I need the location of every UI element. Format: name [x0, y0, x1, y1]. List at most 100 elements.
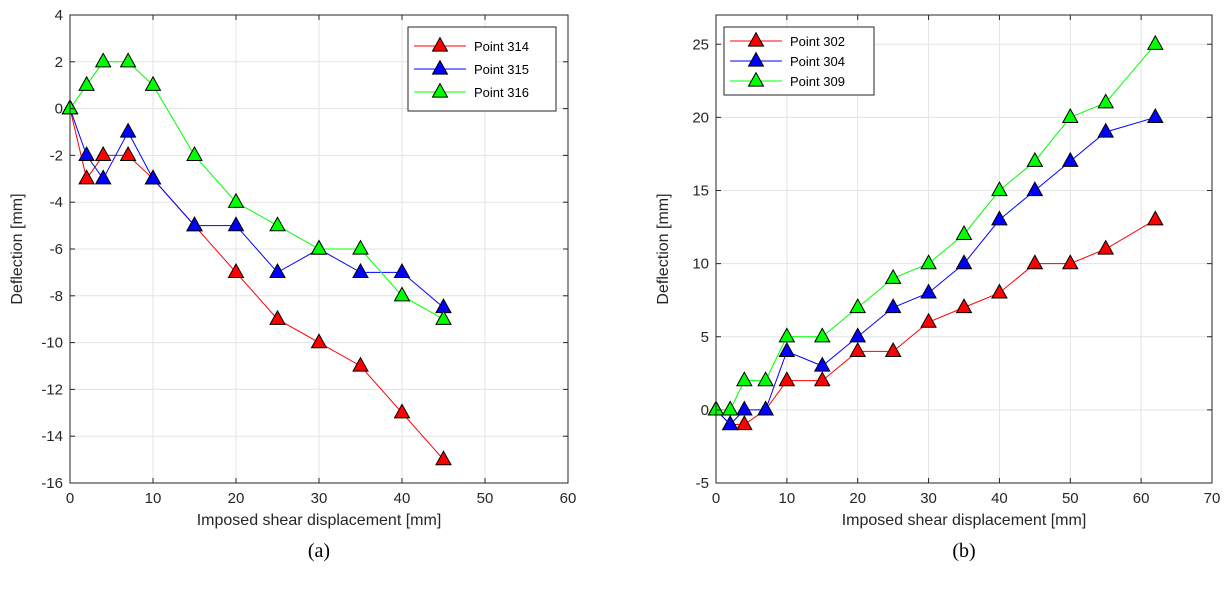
data-point-0-12	[1061, 254, 1079, 270]
data-point-1-14	[1146, 107, 1164, 124]
data-point-2-7	[884, 268, 902, 284]
figure-caption: (a)	[308, 540, 330, 562]
axes-box	[715, 14, 1213, 484]
data-point-2-5	[186, 146, 203, 162]
data-point-1-6	[849, 327, 867, 343]
data-point-2-8	[310, 239, 328, 255]
data-point-0-1	[78, 169, 95, 185]
legend-marker-1	[431, 59, 449, 75]
data-point-0-3	[119, 146, 137, 162]
data-point-2-3	[757, 371, 774, 387]
x-tick-label: 40	[991, 490, 1008, 507]
y-tick-label: -5	[696, 475, 709, 492]
data-point-0-9	[352, 356, 369, 372]
x-tick-label: 0	[712, 490, 720, 507]
data-point-2-7	[269, 216, 286, 232]
y-tick-label: -10	[41, 335, 63, 352]
y-tick-label: 2	[55, 54, 63, 71]
data-point-1-13	[1097, 122, 1115, 138]
data-point-2-3	[119, 52, 137, 68]
data-point-0-8	[920, 312, 937, 328]
data-point-0-2	[735, 415, 753, 431]
legend-marker-1	[747, 51, 765, 67]
y-tick-label: -14	[41, 428, 63, 445]
y-tick-label: 0	[55, 101, 63, 118]
y-tick-label: -2	[50, 147, 63, 164]
legend-label-1: Point 304	[790, 54, 845, 69]
data-point-1-1	[721, 415, 739, 431]
data-point-1-9	[955, 254, 973, 270]
y-tick-label: -4	[50, 194, 63, 211]
legend-marker-2	[747, 71, 765, 87]
y-axis-label: Deflection [mm]	[9, 193, 26, 304]
data-point-1-7	[269, 263, 286, 279]
y-tick-label: 5	[701, 329, 709, 346]
x-tick-label: 20	[228, 490, 245, 507]
x-tick-label: 40	[394, 490, 411, 507]
x-tick-label: 10	[145, 490, 162, 507]
x-axis-label: Imposed shear displacement [mm]	[197, 512, 442, 529]
data-point-1-5	[813, 356, 831, 372]
data-point-1-9	[352, 263, 369, 279]
x-tick-label: 50	[477, 490, 494, 507]
y-axis-label: Deflection [mm]	[655, 193, 672, 304]
data-point-2-9	[955, 224, 973, 241]
data-point-2-12	[1061, 107, 1079, 124]
data-point-0-5	[813, 371, 831, 387]
data-point-1-12	[1061, 151, 1079, 167]
legend-label-0: Point 314	[474, 39, 529, 54]
data-point-1-7	[884, 298, 902, 314]
data-point-0-6	[849, 341, 867, 358]
y-tick-label: -16	[41, 475, 63, 492]
x-tick-label: 20	[849, 490, 866, 507]
data-point-2-10	[991, 181, 1008, 197]
y-tick-label: 20	[692, 109, 709, 126]
data-point-0-10	[393, 403, 411, 419]
y-tick-label: 0	[701, 402, 709, 419]
data-point-0-11	[435, 450, 452, 466]
data-point-2-11	[435, 309, 452, 325]
x-tick-label: 60	[560, 490, 577, 507]
data-point-0-11	[1026, 254, 1044, 270]
data-point-1-11	[1026, 181, 1044, 197]
data-point-2-9	[352, 239, 369, 255]
data-point-2-1	[78, 75, 95, 91]
data-point-1-4	[144, 169, 162, 185]
data-point-2-2	[735, 371, 753, 387]
data-point-2-10	[393, 286, 411, 302]
legend-label-2: Point 309	[790, 74, 845, 89]
y-tick-label: 4	[55, 7, 63, 24]
data-point-1-3	[757, 400, 774, 416]
data-point-2-8	[920, 254, 937, 270]
x-tick-label: 50	[1062, 490, 1079, 507]
data-point-0-8	[310, 333, 328, 349]
data-point-2-14	[1146, 34, 1164, 50]
y-tick-label: -12	[41, 381, 63, 398]
data-point-2-4	[144, 75, 162, 91]
x-tick-label: 10	[779, 490, 796, 507]
data-point-1-3	[119, 122, 137, 138]
data-point-1-10	[393, 263, 411, 279]
data-point-1-4	[778, 341, 796, 358]
data-point-1-1	[78, 146, 95, 162]
x-tick-label: 0	[66, 490, 74, 507]
data-point-1-8	[920, 283, 937, 299]
legend-label-2: Point 316	[474, 85, 529, 100]
x-axis-label: Imposed shear displacement [mm]	[842, 512, 1087, 529]
data-point-2-5	[813, 327, 831, 343]
legend-marker-0	[431, 36, 449, 52]
data-point-0-4	[778, 371, 796, 387]
data-point-2-11	[1026, 151, 1044, 167]
data-point-2-1	[721, 400, 739, 416]
data-point-1-2	[94, 169, 112, 185]
data-point-1-5	[186, 216, 203, 232]
legend-label-1: Point 315	[474, 62, 529, 77]
data-point-2-13	[1097, 93, 1115, 109]
data-point-0-7	[269, 309, 286, 325]
data-point-0-13	[1097, 239, 1115, 255]
x-tick-label: 30	[311, 490, 328, 507]
legend-marker-0	[747, 31, 765, 47]
y-tick-label: -8	[50, 288, 63, 305]
